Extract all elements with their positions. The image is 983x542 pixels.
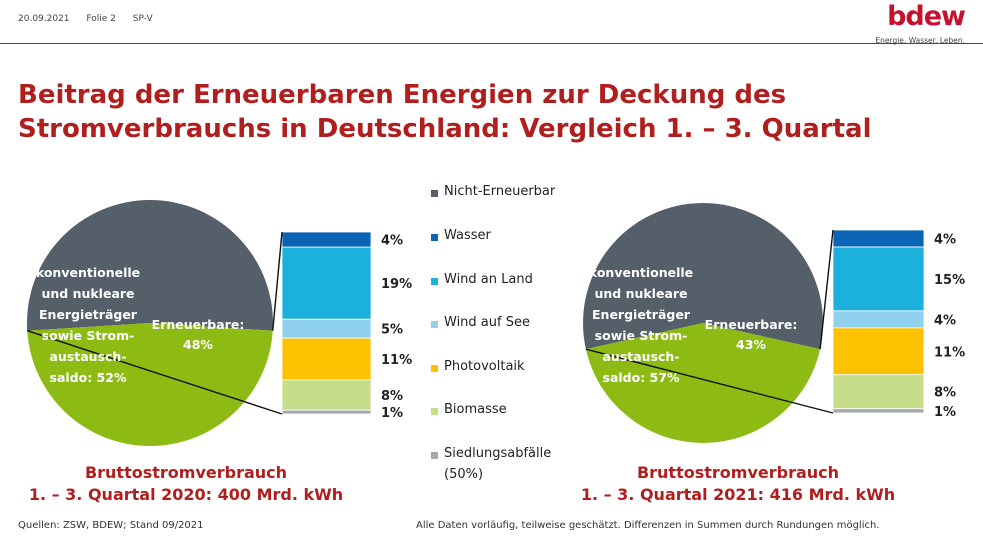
bar-segment-photovoltaik-2020 [281, 337, 372, 381]
bdew-logo: bdew Energie. Wasser. Leben. [845, 1, 966, 46]
connector-line-top-2020 [272, 231, 283, 331]
bar-segment-photovoltaik-2021 [832, 327, 925, 376]
bar-value-label-2020: 11% [381, 353, 412, 368]
legend-item: Biomasse [431, 402, 507, 417]
connector-line-bottom-2020 [27, 330, 283, 415]
bar-segment-wasser-2020 [281, 231, 372, 248]
pie-label-renewable-2021: Erneuerbare: 43% [705, 317, 798, 352]
title-line-1: Beitrag der Erneuerbaren Energien zur De… [18, 80, 787, 110]
bar-value-label-2020: 5% [381, 323, 403, 338]
caption-2020-line2: 1. – 3. Quartal 2020: 400 Mrd. kWh [28, 485, 344, 504]
bar-value-label-2020: 19% [381, 277, 412, 292]
logo-wordmark: bdew [887, 1, 966, 32]
bar-segment-windaufsee-2020 [281, 318, 372, 339]
legend-swatch [431, 278, 438, 285]
legend-item: Wind auf See [431, 315, 530, 330]
legend-swatch [431, 408, 438, 415]
bar-segment-windanland-2021 [832, 246, 925, 312]
bar-segment-biomasse-2021 [832, 374, 925, 410]
legend-label: Wasser [444, 228, 491, 243]
caption-2021: Bruttostromverbrauch 1. – 3. Quartal 202… [558, 462, 918, 506]
bar-value-label-2021: 11% [934, 345, 965, 360]
footer-note: Alle Daten vorläufig, teilweise geschätz… [416, 520, 880, 531]
bar-value-label-2021: 15% [934, 273, 965, 288]
bar-value-label-2020: 1% [381, 406, 403, 421]
bar-segment-wasser-2021 [832, 229, 925, 248]
legend-label: Photovoltaik [444, 359, 525, 374]
slide-dept: SP-V [132, 14, 153, 24]
caption-2021-line1: Bruttostromverbrauch [636, 463, 840, 482]
pie-slice-conventional-2020 [27, 200, 273, 331]
connector-line-bottom-2021 [585, 348, 834, 414]
legend-label: Biomasse [444, 402, 507, 417]
page-title: Beitrag der Erneuerbaren Energien zur De… [18, 78, 918, 146]
legend-label: Nicht-Erneuerbar [444, 184, 556, 199]
caption-2021-line2: 1. – 3. Quartal 2021: 416 Mrd. kWh [580, 485, 896, 504]
bar-value-label-2021: 1% [934, 405, 956, 420]
connector-line-top-2021 [819, 229, 834, 350]
legend-label: Wind auf See [444, 315, 530, 330]
legend-swatch [431, 190, 438, 197]
bar-value-label-2021: 8% [934, 386, 956, 401]
bar-value-label-2021: 4% [934, 313, 956, 328]
caption-2020-line1: Bruttostromverbrauch [84, 463, 288, 482]
legend-label: Siedlungsabfälle (50%) [444, 446, 552, 482]
logo-tagline: Energie. Wasser. Leben. [875, 36, 965, 45]
bar-value-label-2020: 8% [381, 389, 403, 404]
bar-segment-windaufsee-2021 [832, 310, 925, 329]
bar-value-label-2021: 4% [934, 233, 956, 248]
legend-label: Wind an Land [444, 272, 533, 287]
pie-label-conventional-2021: konventionelle und nukleare Energieträger s… [589, 265, 693, 385]
legend-item: Wind an Land [431, 272, 533, 287]
bar-segment-biomasse-2020 [281, 379, 372, 411]
legend-item: Nicht-Erneuerbar [431, 184, 555, 199]
pie-slice-conventional-2021 [583, 203, 823, 350]
header-meta: 20.09.2021 Folie 2 SP-V [18, 14, 167, 24]
legend-swatch [431, 452, 438, 459]
title-line-2: Stromverbrauchs in Deutschland: Vergleic… [18, 114, 872, 144]
slide-number: Folie 2 [86, 14, 116, 24]
bar-segment-siedlungsabflle-2020 [281, 409, 372, 415]
caption-2020: Bruttostromverbrauch 1. – 3. Quartal 202… [6, 462, 366, 506]
legend-swatch [431, 234, 438, 241]
bar-segment-siedlungsabflle-2021 [832, 408, 925, 414]
pie-label-conventional-2020: konventionelle und nukleare Energieträger s… [36, 265, 140, 385]
pie-slice-renewable-2020 [27, 323, 273, 447]
legend-swatch [431, 365, 438, 372]
footer-source: Quellen: ZSW, BDEW; Stand 09/2021 [18, 520, 204, 531]
legend-item: Wasser [431, 228, 491, 243]
pie-label-renewable-2020: Erneuerbare: 48% [152, 317, 245, 352]
legend-swatch [431, 321, 438, 328]
bar-segment-windanland-2020 [281, 246, 372, 320]
legend-item: Siedlungsabfälle (50%) [431, 446, 551, 482]
slide-date: 20.09.2021 [18, 14, 70, 24]
legend-item: Photovoltaik [431, 359, 525, 374]
bar-value-label-2020: 4% [381, 234, 403, 249]
header-divider [0, 43, 983, 44]
pie-slice-renewable-2021 [585, 323, 821, 444]
